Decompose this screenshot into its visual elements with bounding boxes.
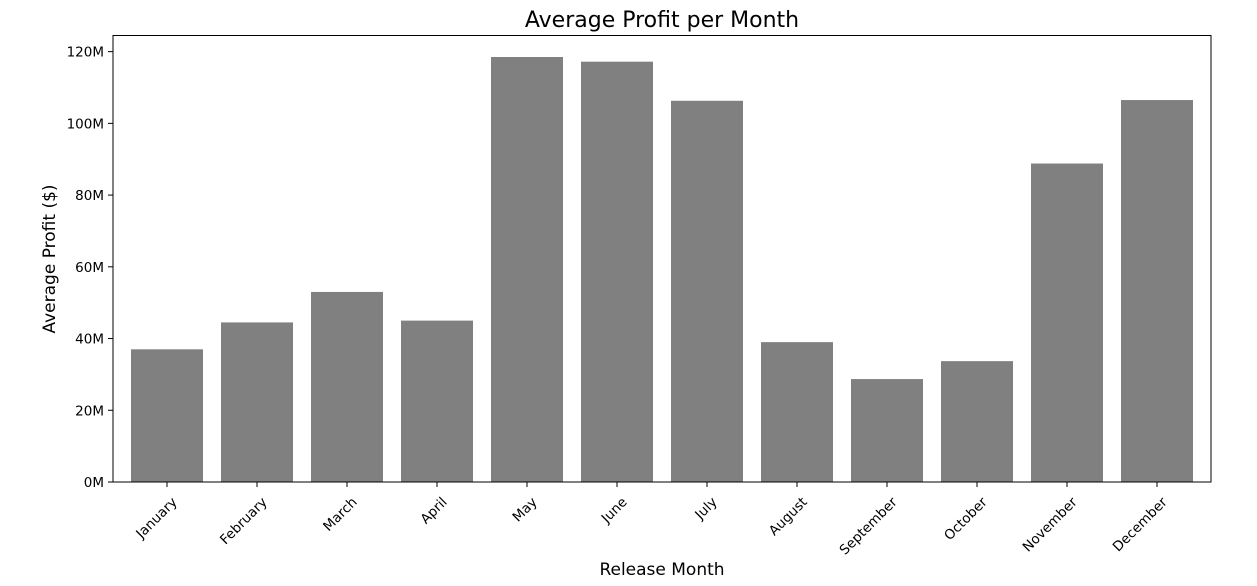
x-tick-label-september: September (837, 494, 901, 558)
y-tick-label: 40M (75, 332, 104, 348)
bar-may (491, 57, 563, 483)
bar-november (1031, 163, 1103, 482)
y-tick-label: 80M (75, 188, 104, 204)
y-tick-label: 20M (75, 403, 104, 419)
x-tick-label-december: December (1110, 494, 1171, 555)
bar-february (221, 322, 293, 482)
bar-august (761, 342, 833, 482)
x-axis: January February March April May June July Augu… (132, 482, 1171, 558)
x-tick-label-july: July (691, 494, 720, 523)
x-tick-label-may: May (510, 494, 541, 525)
bar-june (581, 61, 653, 483)
bars-group (131, 57, 1193, 483)
bar-october (941, 361, 1013, 482)
y-tick-label: 120M (67, 45, 104, 61)
bar-december (1121, 100, 1193, 483)
x-tick-label-august: August (766, 494, 811, 539)
y-tick-label: 0M (84, 475, 104, 491)
bar-july (671, 100, 743, 483)
x-tick-label-january: January (132, 494, 180, 542)
bar-april (401, 320, 473, 482)
y-tick-label: 100M (67, 116, 104, 132)
y-tick-label: 60M (75, 260, 104, 276)
bar-september (851, 379, 923, 482)
bar-march (311, 291, 383, 482)
x-axis-label: Release Month (599, 560, 724, 580)
bar-january (131, 349, 203, 482)
x-tick-label-november: November (1020, 494, 1081, 555)
x-tick-label-june: June (598, 494, 631, 527)
x-tick-label-october: October (941, 494, 991, 544)
x-tick-label-april: April (417, 494, 450, 527)
y-axis: 0M 20M 40M 60M 80M 100M 120M (67, 45, 113, 491)
chart-title: Average Profit per Month (525, 8, 799, 33)
x-tick-label-march: March (320, 494, 360, 534)
x-tick-label-february: February (217, 494, 271, 548)
y-axis-label: Average Profit ($) (40, 184, 60, 333)
plot-frame (112, 35, 1212, 483)
